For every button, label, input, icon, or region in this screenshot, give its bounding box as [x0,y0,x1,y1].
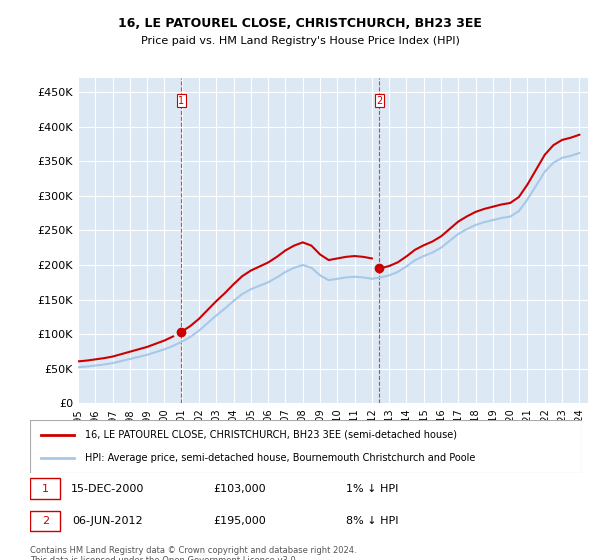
FancyBboxPatch shape [30,511,61,531]
Text: HPI: Average price, semi-detached house, Bournemouth Christchurch and Poole: HPI: Average price, semi-detached house,… [85,453,476,463]
Text: 16, LE PATOUREL CLOSE, CHRISTCHURCH, BH23 3EE (semi-detached house): 16, LE PATOUREL CLOSE, CHRISTCHURCH, BH2… [85,430,457,440]
FancyBboxPatch shape [30,478,61,499]
Text: 8% ↓ HPI: 8% ↓ HPI [346,516,398,526]
Text: 16, LE PATOUREL CLOSE, CHRISTCHURCH, BH23 3EE: 16, LE PATOUREL CLOSE, CHRISTCHURCH, BH2… [118,17,482,30]
FancyBboxPatch shape [30,420,582,473]
Text: Price paid vs. HM Land Registry's House Price Index (HPI): Price paid vs. HM Land Registry's House … [140,36,460,46]
Text: 1: 1 [178,96,184,105]
Text: 2: 2 [42,516,49,526]
Text: 2: 2 [376,96,382,105]
Text: 1% ↓ HPI: 1% ↓ HPI [346,484,398,494]
Text: £103,000: £103,000 [214,484,266,494]
Text: 06-JUN-2012: 06-JUN-2012 [72,516,143,526]
Text: 15-DEC-2000: 15-DEC-2000 [71,484,144,494]
Text: Contains HM Land Registry data © Crown copyright and database right 2024.
This d: Contains HM Land Registry data © Crown c… [30,546,356,560]
Text: £195,000: £195,000 [214,516,266,526]
Text: 1: 1 [42,484,49,494]
